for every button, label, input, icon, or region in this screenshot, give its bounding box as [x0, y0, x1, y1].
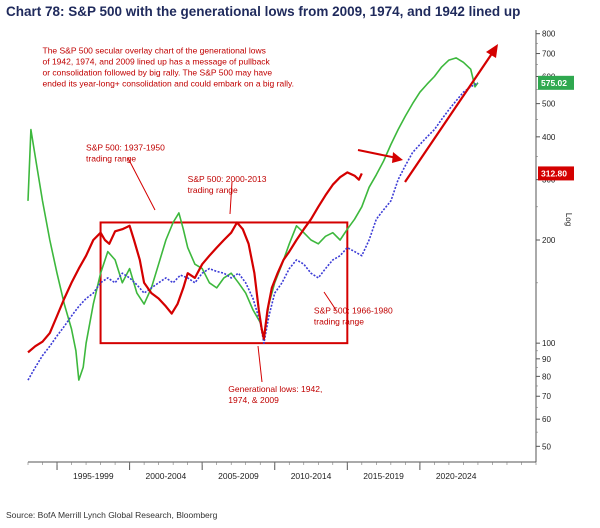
generational-lows-note-line: Generational lows: 1942,: [228, 384, 322, 394]
y-tick-label: 200: [542, 236, 556, 245]
y-tick-label: 50: [542, 442, 551, 451]
range-1966-1980-note-line: trading range: [314, 317, 364, 327]
x-tick-label: 2005-2009: [218, 471, 259, 481]
generational-lows-note-line: 1974, & 2009: [228, 395, 279, 405]
y-tick-label: 500: [542, 100, 556, 109]
y-tick-label: 90: [542, 355, 551, 364]
range-1937-1950-note-line: trading range: [86, 153, 136, 163]
y-tick-label: 60: [542, 415, 551, 424]
y-tick-label: 70: [542, 392, 551, 401]
leader-generational-lows: [257, 345, 263, 383]
red-last-value-badge: [538, 166, 574, 181]
range-2000-2013-note-line: trading range: [188, 185, 238, 195]
y-axis-label: Log: [564, 213, 573, 226]
trading-range-box: [99, 221, 349, 345]
green-last-value-badge: [538, 75, 574, 90]
red-last-value-badge-text: 312.80: [541, 168, 567, 178]
arrow-red-right-head: [392, 152, 403, 163]
arrow-red-right: [357, 149, 398, 159]
arrow-red-up-head: [486, 44, 498, 58]
generational-lows-note: Generational lows: 1942, 1974, & 2009: [228, 384, 322, 405]
x-tick-label: 2015-2019: [363, 471, 404, 481]
series-red-line: [27, 171, 363, 354]
x-tick-label: 2020-2024: [436, 471, 477, 481]
main-note-line: The S&P 500 secular overlay chart of the…: [43, 46, 266, 56]
series-blue-line: [27, 82, 479, 381]
arrow-red-up: [404, 51, 494, 183]
source-note: Source: BofA Merrill Lynch Global Resear…: [6, 510, 218, 520]
series-green-line: [27, 57, 479, 381]
y-tick-label: 100: [542, 339, 556, 348]
y-tick-label: 700: [542, 50, 556, 59]
x-tick-label: 1995-1999: [73, 471, 114, 481]
x-tick-label: 2010-2014: [291, 471, 332, 481]
page-title: Chart 78: S&P 500 with the generational …: [6, 4, 521, 19]
y-tick-label: 400: [542, 133, 556, 142]
leader-1937-1950: [127, 157, 156, 211]
main-note-line: or consolidation followed by big rally. …: [43, 68, 273, 78]
y-tick-label: 800: [542, 30, 556, 39]
x-tick-label: 2000-2004: [146, 471, 187, 481]
range-2000-2013-note: S&P 500: 2000-2013 trading range: [188, 174, 267, 195]
range-1937-1950-note: S&P 500: 1937-1950 trading range: [86, 142, 165, 163]
main-note-line: of 1942, 1974, and 2009 lined up has a m…: [43, 57, 271, 67]
main-note: The S&P 500 secular overlay chart of the…: [43, 46, 294, 89]
leader-2000-2013: [229, 181, 233, 215]
main-note-line: ended its year-long+ consolidation and c…: [43, 79, 294, 89]
green-last-value-badge-text: 575.02: [541, 78, 567, 88]
range-2000-2013-note-line: S&P 500: 2000-2013: [188, 174, 267, 184]
range-1966-1980-note-line: S&P 500: 1966-1980: [314, 306, 393, 316]
y-tick-label: 80: [542, 372, 551, 381]
leader-1966-1980: [323, 291, 337, 311]
range-1966-1980-note: S&P 500: 1966-1980 trading range: [314, 306, 393, 327]
range-1937-1950-note-line: S&P 500: 1937-1950: [86, 142, 165, 152]
